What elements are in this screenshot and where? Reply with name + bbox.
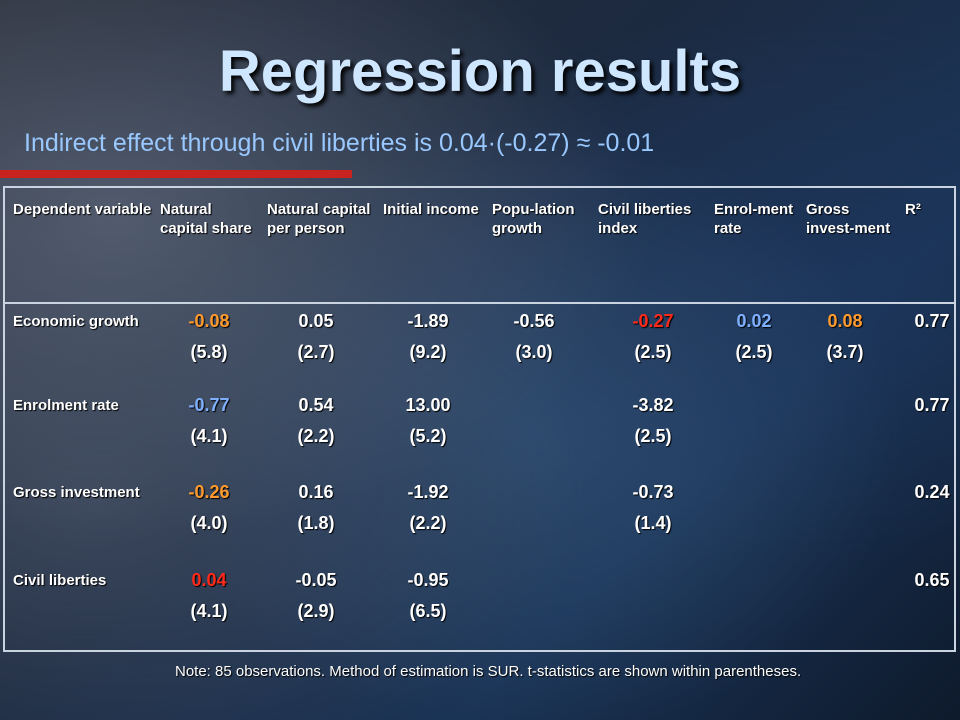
coefficient-value: -0.08: [188, 311, 230, 331]
column-header: Civil liberties index: [598, 201, 692, 237]
slide-subtitle: Indirect effect through civil liberties …: [24, 129, 655, 157]
coefficient-value: 0.65: [914, 570, 950, 590]
coefficient-value: 0.77: [914, 311, 950, 331]
coefficient-value: -0.26: [188, 482, 230, 502]
t-statistic: (4.1): [190, 601, 228, 621]
coefficient-value: -1.89: [407, 311, 449, 331]
table-cell: -0.08 (5.8): [174, 306, 244, 368]
t-statistic: (2.7): [297, 342, 335, 362]
column-header: Gross invest-ment: [806, 201, 891, 237]
t-statistic: (2.5): [634, 426, 672, 446]
table-cell: 0.65: [897, 565, 960, 596]
table-cell: -0.56 (3.0): [499, 306, 569, 368]
header-divider: [5, 302, 954, 304]
table-cell: 0.16 (1.8): [281, 477, 351, 539]
column-header: R²: [905, 201, 921, 218]
t-statistic: (1.8): [297, 513, 335, 533]
coefficient-value: -0.95: [407, 570, 449, 590]
slide-title: Regression results: [218, 39, 742, 104]
coefficient-value: -0.73: [632, 482, 674, 502]
coefficient-value: 0.54: [298, 395, 334, 415]
table-cell: -1.89 (9.2): [393, 306, 463, 368]
table-cell: 0.54 (2.2): [281, 390, 351, 452]
t-statistic: (2.9): [297, 601, 335, 621]
coefficient-value: 0.24: [914, 482, 950, 502]
table-note: Note: 85 observations. Method of estimat…: [175, 663, 802, 680]
column-header: Initial income: [383, 201, 479, 218]
t-statistic: (3.0): [515, 342, 553, 362]
table-cell: -3.82 (2.5): [618, 390, 688, 452]
table-cell: 0.77: [897, 390, 960, 421]
table-cell: 0.77: [897, 306, 960, 337]
row-label: Civil liberties: [13, 572, 107, 589]
table-cell: -0.26 (4.0): [174, 477, 244, 539]
table-cell: 0.24: [897, 477, 960, 508]
red-accent-bar: [0, 170, 352, 178]
row-label: Economic growth: [13, 313, 139, 330]
table-cell: -0.73 (1.4): [618, 477, 688, 539]
t-statistic: (2.2): [297, 426, 335, 446]
coefficient-value: -0.77: [188, 395, 230, 415]
coefficient-value: 0.77: [914, 395, 950, 415]
coefficient-value: -1.92: [407, 482, 449, 502]
table-cell: -1.92 (2.2): [393, 477, 463, 539]
coefficient-value: -0.56: [513, 311, 555, 331]
column-header: Natural capital share: [160, 201, 252, 237]
t-statistic: (2.2): [409, 513, 447, 533]
row-label: Gross investment: [13, 484, 140, 501]
table-cell: -0.27 (2.5): [618, 306, 688, 368]
table-cell: -0.05 (2.9): [281, 565, 351, 627]
t-statistic: (4.0): [190, 513, 228, 533]
row-label: Enrolment rate: [13, 397, 119, 414]
t-statistic: (9.2): [409, 342, 447, 362]
t-statistic: (2.5): [735, 342, 773, 362]
coefficient-value: 0.16: [298, 482, 334, 502]
column-header: Dependent variable: [13, 201, 152, 218]
coefficient-value: 0.02: [736, 311, 772, 331]
table-cell: 0.02 (2.5): [719, 306, 789, 368]
coefficient-value: -0.27: [632, 311, 674, 331]
table-cell: 0.04 (4.1): [174, 565, 244, 627]
t-statistic: (3.7): [826, 342, 864, 362]
coefficient-value: 0.04: [191, 570, 227, 590]
t-statistic: (6.5): [409, 601, 447, 621]
t-statistic: (4.1): [190, 426, 228, 446]
t-statistic: (2.5): [634, 342, 672, 362]
regression-table: Dependent variable Natural capital share N…: [3, 186, 956, 652]
t-statistic: (5.2): [409, 426, 447, 446]
table-cell: 0.08 (3.7): [810, 306, 880, 368]
coefficient-value: 0.05: [298, 311, 334, 331]
coefficient-value: -3.82: [632, 395, 674, 415]
coefficient-value: -0.05: [295, 570, 337, 590]
coefficient-value: 13.00: [405, 395, 451, 415]
t-statistic: (5.8): [190, 342, 228, 362]
table-cell: -0.77 (4.1): [174, 390, 244, 452]
column-header: Enrol-ment rate: [714, 201, 794, 237]
table-cell: -0.95 (6.5): [393, 565, 463, 627]
table-cell: 13.00 (5.2): [393, 390, 463, 452]
table-cell: 0.05 (2.7): [281, 306, 351, 368]
column-header: Popu-lation growth: [492, 201, 575, 237]
coefficient-value: 0.08: [827, 311, 863, 331]
t-statistic: (1.4): [634, 513, 672, 533]
column-header: Natural capital per person: [267, 201, 371, 237]
